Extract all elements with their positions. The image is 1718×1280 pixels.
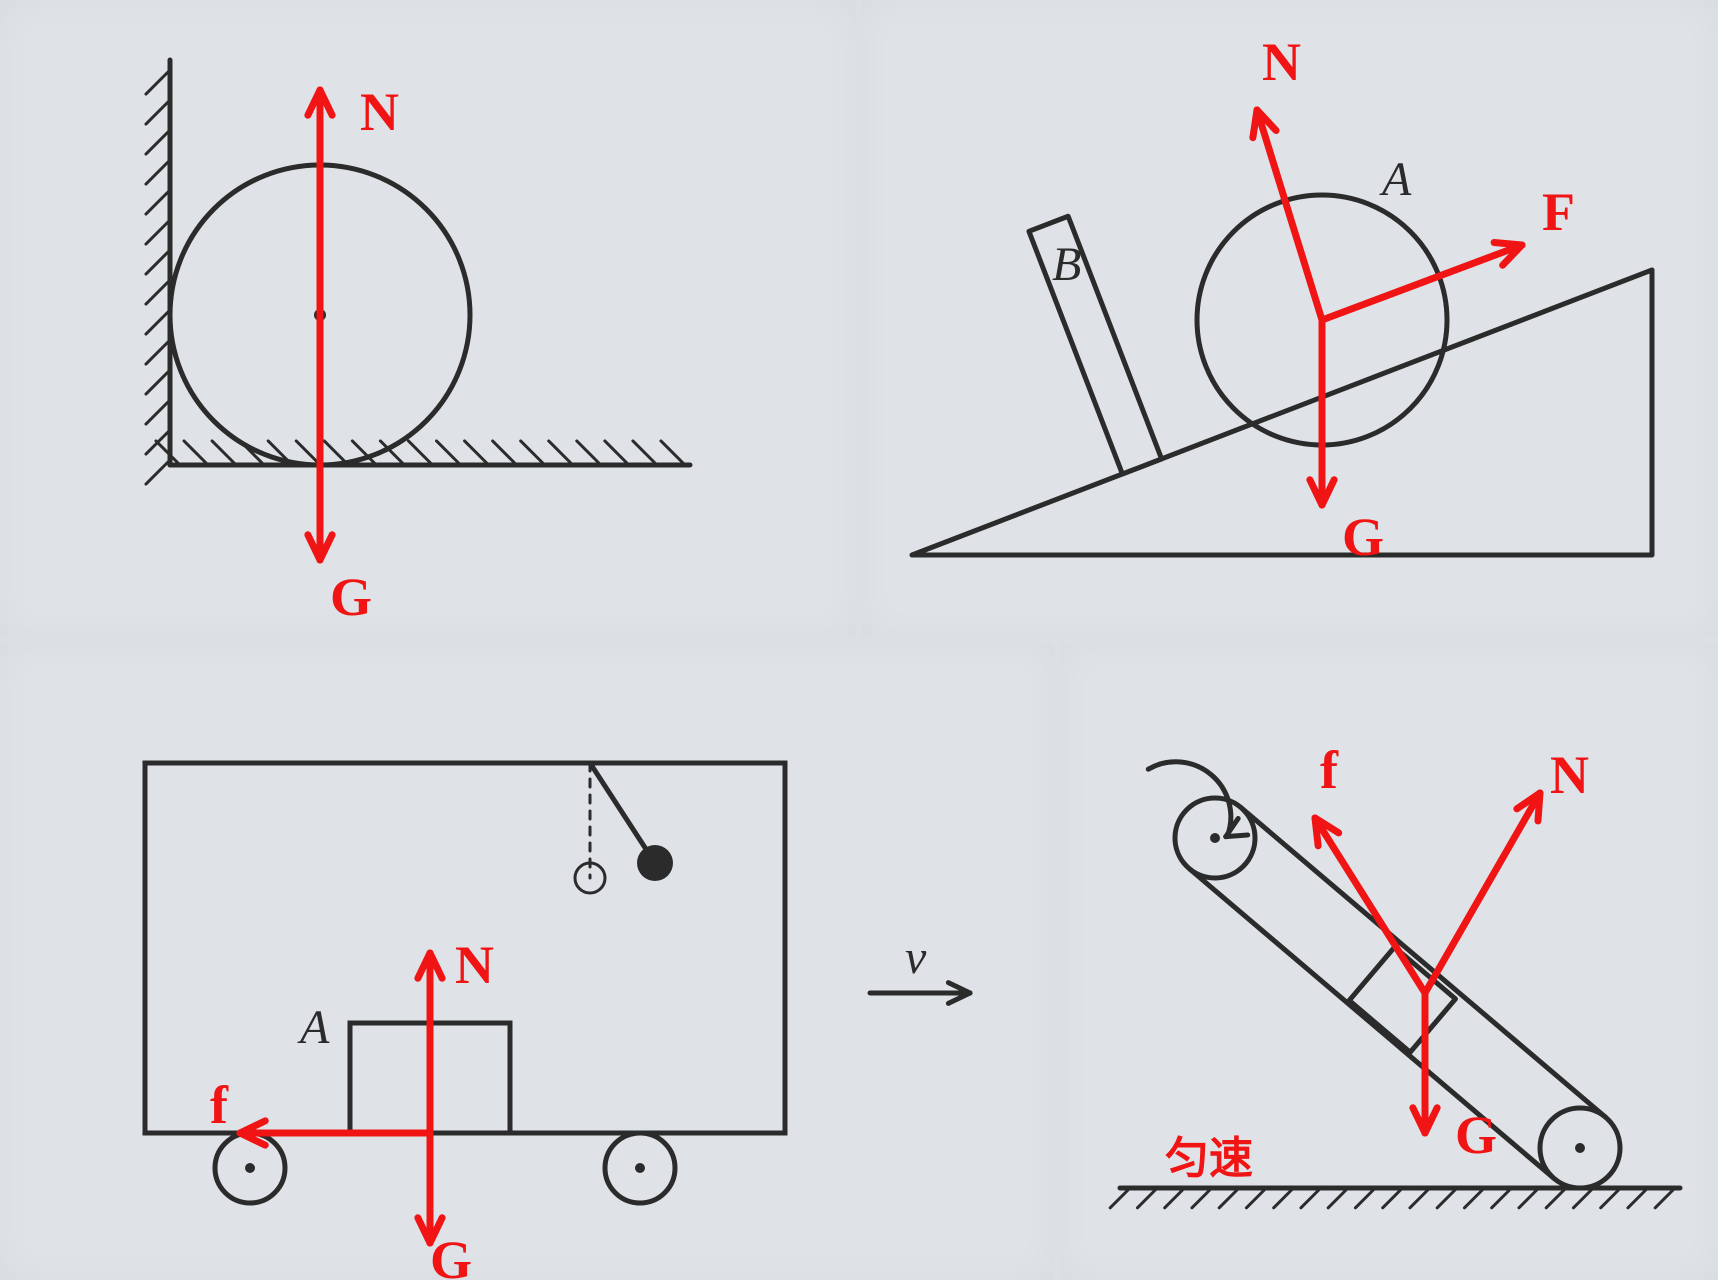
label-B: B <box>1052 238 1081 291</box>
svg-text:G: G <box>430 1230 472 1280</box>
svg-text:G: G <box>1342 507 1384 567</box>
svg-text:N: N <box>1262 32 1301 92</box>
svg-text:f: f <box>1320 740 1339 800</box>
diagram-panel: Av N Gf <box>0 643 1054 1280</box>
svg-text:f: f <box>210 1075 229 1135</box>
svg-text:F: F <box>1542 182 1575 242</box>
velocity-label: v <box>905 931 927 984</box>
diagram-panel: Nf G 匀速 <box>1060 643 1718 1280</box>
svg-text:G: G <box>330 567 372 627</box>
svg-text:N: N <box>360 82 399 142</box>
note-uniform-speed: 匀速 <box>1165 1134 1253 1183</box>
svg-text:G: G <box>1455 1105 1497 1165</box>
diagram-panel: B A N F G <box>862 0 1718 637</box>
diagram-panel: NG <box>0 0 856 637</box>
label-A: A <box>297 1001 330 1054</box>
label-A: A <box>1379 153 1412 206</box>
svg-text:N: N <box>1550 745 1589 805</box>
svg-text:N: N <box>455 935 494 995</box>
